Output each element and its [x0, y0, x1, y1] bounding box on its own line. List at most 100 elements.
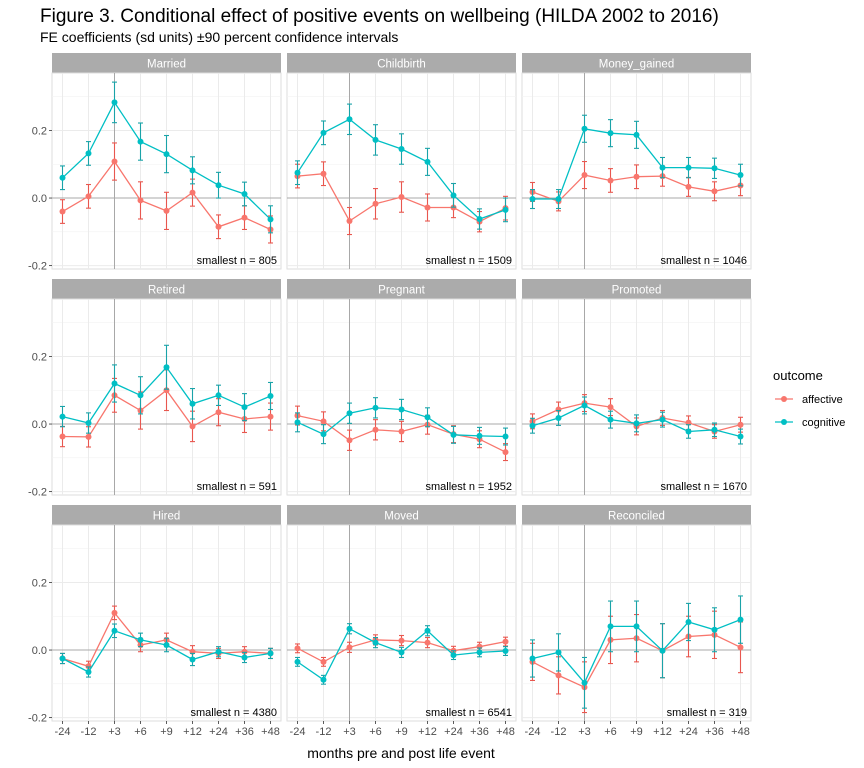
data-point	[502, 449, 509, 456]
data-point	[294, 645, 301, 652]
data-point	[215, 409, 222, 416]
data-point	[659, 164, 666, 171]
data-point	[607, 623, 614, 630]
data-point	[424, 158, 431, 165]
data-point	[241, 654, 248, 661]
data-point	[320, 658, 327, 665]
x-tick-label: +3	[108, 726, 121, 738]
data-point	[685, 428, 692, 435]
y-tick-label: -0.2	[28, 487, 47, 499]
facet-strip	[287, 505, 516, 525]
data-point	[111, 627, 118, 634]
y-tick-label: -0.2	[28, 713, 47, 725]
data-point	[241, 190, 248, 197]
data-point	[189, 423, 196, 430]
data-point	[555, 649, 562, 656]
data-point	[372, 426, 379, 433]
data-point	[737, 421, 744, 428]
legend-label: affective	[802, 394, 843, 406]
data-point	[294, 658, 301, 665]
data-point	[581, 125, 588, 132]
series-cognitive	[294, 397, 509, 446]
data-point	[450, 192, 457, 199]
data-point	[398, 146, 405, 153]
facet-strip	[52, 279, 281, 299]
data-point	[320, 129, 327, 136]
data-point	[163, 364, 170, 371]
legend-entry-cognitive: cognitive	[775, 417, 845, 429]
data-point	[320, 170, 327, 177]
facet-strip-label: Childbirth	[377, 59, 426, 71]
facet-strip-label: Moved	[384, 511, 419, 523]
facet-panel-retired: Retired smallest n = 591 -0.2 0.0 0.2	[28, 279, 282, 499]
data-point	[267, 392, 274, 399]
data-point	[685, 183, 692, 190]
y-tick-label: 0.2	[32, 351, 47, 363]
data-point	[450, 652, 457, 659]
data-point	[685, 618, 692, 625]
series-cognitive	[294, 623, 509, 685]
data-point	[320, 418, 327, 425]
data-point	[267, 216, 274, 223]
data-point	[450, 431, 457, 438]
y-tick-label: 0.0	[32, 193, 47, 205]
series-cognitive	[59, 344, 274, 434]
data-point	[633, 420, 640, 427]
x-tick-label: +12	[183, 726, 202, 738]
facet-panel-pregnant: Pregnant smallest n = 1952	[286, 279, 517, 496]
data-point	[137, 636, 144, 643]
x-tick-label: +24	[444, 726, 463, 738]
data-point	[659, 416, 666, 423]
data-point	[59, 433, 66, 440]
data-point	[189, 400, 196, 407]
data-point	[633, 131, 640, 138]
sample-size-label: smallest n = 1952	[425, 481, 512, 493]
data-point	[137, 392, 144, 399]
facet-strip	[522, 279, 751, 299]
data-point	[711, 626, 718, 633]
x-tick-label: -12	[316, 726, 332, 738]
data-point	[189, 656, 196, 663]
data-point	[267, 650, 274, 657]
facet-strip-label: Reconciled	[608, 511, 665, 523]
data-point	[189, 167, 196, 174]
legend-label: cognitive	[802, 417, 845, 429]
data-point	[581, 402, 588, 409]
data-point	[737, 644, 744, 651]
data-point	[346, 644, 353, 651]
data-point	[346, 437, 353, 444]
y-tick-label: -0.2	[28, 261, 47, 273]
sample-size-label: smallest n = 1046	[660, 255, 747, 267]
data-point	[111, 609, 118, 616]
series-cognitive	[529, 114, 744, 210]
data-point	[711, 165, 718, 172]
data-point	[607, 404, 614, 411]
data-point	[215, 392, 222, 399]
x-tick-label: +9	[160, 726, 173, 738]
data-point	[398, 194, 405, 201]
sample-size-label: smallest n = 319	[667, 707, 747, 719]
data-point	[633, 173, 640, 180]
x-tick-label: +3	[578, 726, 591, 738]
y-tick-label: 0.2	[32, 577, 47, 589]
data-point	[398, 649, 405, 656]
facet-strip	[287, 53, 516, 73]
x-tick-label: -12	[551, 726, 567, 738]
legend: outcome affective cognitive	[773, 368, 845, 429]
x-tick-label: +24	[679, 726, 698, 738]
data-point	[424, 639, 431, 646]
data-point	[59, 655, 66, 662]
x-tick-label: +36	[235, 726, 254, 738]
data-point	[581, 172, 588, 179]
x-axis-title: months pre and post life event	[307, 745, 495, 761]
data-point	[346, 410, 353, 417]
series-cognitive	[59, 81, 274, 234]
x-tick-label: +6	[369, 726, 382, 738]
legend-key-point	[781, 396, 787, 402]
data-point	[189, 189, 196, 196]
facet-panel-money-gained: Money_gained smallest n = 1046	[521, 53, 752, 270]
series-affective	[294, 634, 509, 667]
sample-size-label: smallest n = 591	[197, 481, 277, 493]
series-cognitive	[294, 103, 509, 230]
data-point	[163, 207, 170, 214]
